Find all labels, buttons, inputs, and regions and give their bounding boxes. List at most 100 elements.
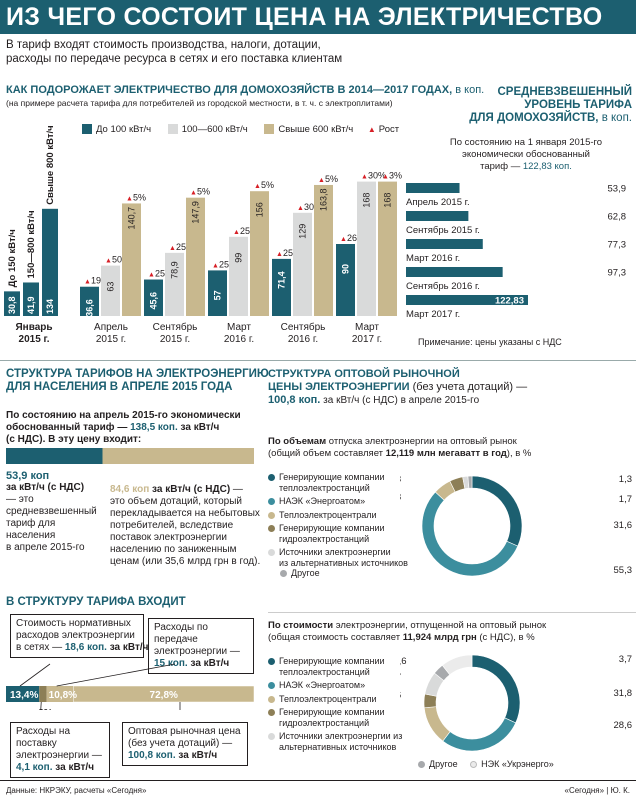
growth-pct: 5% <box>261 180 274 190</box>
weighted-bar <box>406 267 503 277</box>
wholesale-title: СТРУКТУРА ОПТОВОЙ РЫНОЧНОЙ ЦЕНЫ ЭЛЕКТРОЭ… <box>268 368 528 406</box>
legend-item: До 100 кВт/ч <box>82 124 151 135</box>
page-title: ИЗ ЧЕГО СОСТОИТ ЦЕНА НА ЭЛЕКТРИЧЕСТВО <box>6 3 603 31</box>
growth-category-label: Сентябрь <box>281 321 326 333</box>
growth-bar-value: 78,9 <box>170 261 180 279</box>
growth-category-label: 2016 г. <box>224 334 254 345</box>
footer-source: Данные: НКРЭКУ, расчеты «Сегодня» <box>6 786 147 795</box>
jan-category-label: Январь <box>15 322 52 333</box>
donut-value: 4,6 <box>400 690 401 701</box>
growth-arrow: ▲ <box>126 195 133 202</box>
population-segment <box>102 448 254 464</box>
box-wholesale: Оптовая рыночная цена (без учета дотаций… <box>122 722 248 766</box>
weighted-bar <box>406 239 483 249</box>
structure-intro: По состоянию на апрель 2015-го экономиче… <box>6 410 241 445</box>
donut-slice <box>471 654 521 724</box>
growth-bar-value: 71,4 <box>277 271 287 289</box>
growth-bar-value: 168 <box>383 193 393 208</box>
donut-slice <box>442 717 517 752</box>
composition-segment <box>39 686 47 702</box>
donut-value: 55,3 <box>614 565 633 576</box>
jan-bar <box>42 208 58 316</box>
box-network-losses: Стоимость нормативных расходов электроэн… <box>10 614 148 658</box>
connector-line <box>56 663 176 687</box>
growth-bar-value: 57 <box>213 290 223 300</box>
growth-bar <box>314 184 333 316</box>
growth-bar-value: 163,8 <box>319 188 329 211</box>
growth-arrow: ▲ <box>190 190 197 197</box>
growth-bar <box>336 244 355 316</box>
donut-value: 5,8 <box>400 492 401 503</box>
structure-title: СТРУКТУРА ТАРИФОВ НА ЭЛЕКТРОЭНЕРГИЮ ДЛЯ … <box>6 368 269 393</box>
population-segment <box>6 448 103 464</box>
growth-bar-value: 36,6 <box>85 299 95 317</box>
growth-bar <box>250 191 269 316</box>
weighted-category: Сентябрь 2016 г. <box>406 281 480 292</box>
growth-arrow: ▲ <box>382 174 389 181</box>
weighted-chart-svg: 53,9 Апрель 2015 г. 62,8 Сентябрь 2015 г. 77… <box>406 183 627 320</box>
legend-item: Генерирующие компании гидроэлектростанций <box>268 523 418 544</box>
donut-value: 1,3 <box>619 474 632 485</box>
growth-bar <box>293 212 312 316</box>
growth-pct: 3% <box>389 171 402 181</box>
weighted-value: 62,8 <box>608 212 627 223</box>
volume-donut-svg: 31,6 55,3 5,8 4,3 1,7 1,3 <box>400 474 633 577</box>
legend-item: Генерирующие компании теплоэлектростанций <box>268 472 418 493</box>
box-supply: Расходы на поставку электроэнергии — 4,1… <box>10 722 110 778</box>
growth-chart-svg: 30,8 До 150 кВт/ч 41,9 150—800 кВт/ч 134 Свыш… <box>4 125 402 345</box>
composition-segment <box>73 685 255 703</box>
growth-arrow: ▲ <box>105 258 112 265</box>
jan-category-label: 2015 г. <box>19 334 50 345</box>
jan-bar-value: 30,8 <box>7 296 17 314</box>
growth-arrow: ▲ <box>84 279 91 286</box>
weighted-value: 77,3 <box>608 240 627 251</box>
weighted-title: СРЕДНЕВЗВЕШЕННЫЙ УРОВЕНЬ ТАРИФА ДЛЯ ДОМО… <box>469 86 632 124</box>
legend-item: Генерирующие компании теплоэлектростанций <box>268 656 418 677</box>
legend-item: ▲ Рост <box>367 124 400 135</box>
weighted-category: Сентябрь 2015 г. <box>406 225 480 236</box>
growth-bar <box>378 181 397 316</box>
growth-category-label: 2015 г. <box>96 334 126 345</box>
donut-slice <box>471 475 523 547</box>
growth-arrow: ▲ <box>254 183 261 190</box>
growth-chart-title: КАК ПОДОРОЖАЕТ ЭЛЕКТРИЧЕСТВО ДЛЯ ДОМОХОЗ… <box>6 84 485 96</box>
composition-bar-svg: 13,4% 3% 10,8% 72,8% <box>6 663 255 710</box>
growth-arrow: ▲ <box>318 177 325 184</box>
weighted-note: По состоянию на 1 января 2015-го экономи… <box>449 137 603 172</box>
growth-bar-value: 129 <box>298 224 308 239</box>
weighted-category: Март 2016 г. <box>406 253 460 264</box>
cost-intro: По стоимости электроэнергии, отпущенной … <box>268 620 547 643</box>
jan-bar <box>4 291 20 316</box>
jan-bar-value: 134 <box>45 299 55 314</box>
cost-extra-legend: Другое НЭК «Укрэнерго» <box>418 758 554 770</box>
growth-pct: 50% <box>112 255 130 265</box>
page-intro: В тариф входят стоимость производства, н… <box>6 39 343 65</box>
growth-bar <box>357 181 376 316</box>
legend-item: НАЭК «Энергоатом» <box>268 680 418 691</box>
jan-bar-value: 41,9 <box>26 296 36 314</box>
legend-item: Источники электроэнергии из альтернативны… <box>268 547 418 579</box>
legend-item: Источники электроэнергии из альтернативны… <box>268 731 418 752</box>
weighted-value: 53,9 <box>608 184 627 195</box>
composition-value: 72,8% <box>150 690 178 701</box>
growth-pct: 5% <box>325 174 338 184</box>
connector-line <box>19 663 51 687</box>
growth-category-label: Сентябрь <box>153 321 198 333</box>
legend-item: Теплоэлектроцентрали <box>268 694 418 705</box>
growth-category-label: 2016 г. <box>288 334 318 345</box>
donut-value: 31,8 <box>614 688 633 699</box>
weighted-bar <box>406 295 528 305</box>
legend-item: Свыше 600 кВт/ч <box>264 124 353 135</box>
growth-pct: 25% <box>155 269 173 279</box>
donut-value: 3,7 <box>619 654 632 665</box>
growth-bar <box>208 270 227 316</box>
growth-pct: 30% <box>304 202 322 212</box>
growth-pct: 26% <box>347 233 365 243</box>
growth-category-label: Апрель <box>94 322 128 333</box>
growth-arrow: ▲ <box>340 236 347 243</box>
growth-pct: 19% <box>91 276 109 286</box>
growth-bar <box>80 286 99 316</box>
growth-arrow: ▲ <box>148 272 155 279</box>
donut-slice <box>423 706 451 742</box>
